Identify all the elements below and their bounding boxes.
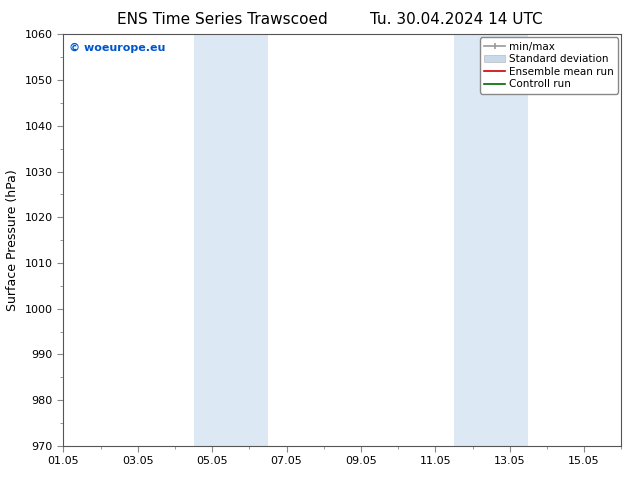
Bar: [491, 34, 528, 446]
Text: ENS Time Series Trawscoed: ENS Time Series Trawscoed: [117, 12, 327, 27]
Legend: min/max, Standard deviation, Ensemble mean run, Controll run: min/max, Standard deviation, Ensemble me…: [480, 37, 618, 94]
Bar: [193, 34, 231, 446]
Bar: [231, 34, 268, 446]
Text: Tu. 30.04.2024 14 UTC: Tu. 30.04.2024 14 UTC: [370, 12, 543, 27]
Y-axis label: Surface Pressure (hPa): Surface Pressure (hPa): [6, 169, 19, 311]
Text: © woeurope.eu: © woeurope.eu: [69, 43, 165, 52]
Bar: [454, 34, 491, 446]
